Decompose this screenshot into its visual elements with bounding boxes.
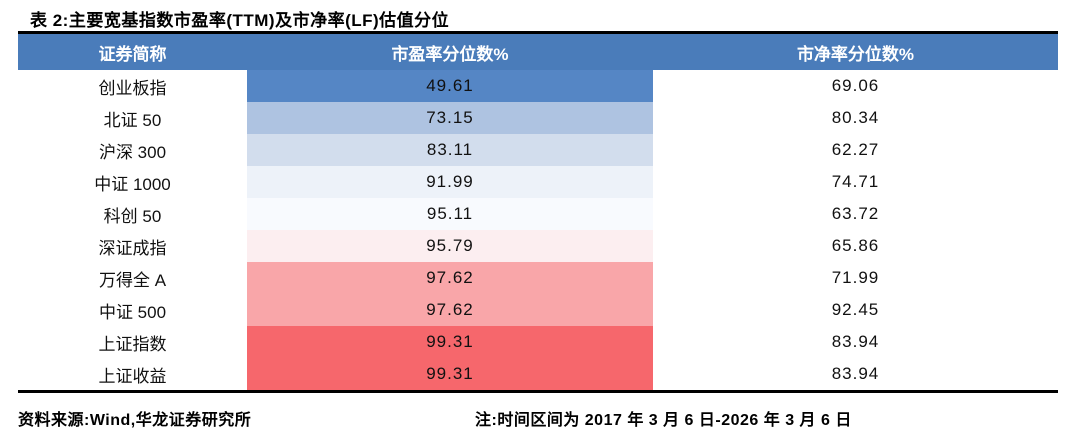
table-row: 科创 50 95.11 63.72 [18, 198, 1058, 230]
security-name-cell: 创业板指 [98, 78, 167, 98]
security-name-cell: 中证 1000 [94, 174, 171, 194]
header-cell-pe-percentile: 市盈率分位数% [391, 44, 509, 64]
pb-percentile-cell: 69.06 [831, 76, 880, 95]
table-row: 深证成指 95.79 65.86 [18, 230, 1058, 262]
table-row: 中证 1000 91.99 74.71 [18, 166, 1058, 198]
table-row: 万得全 A 97.62 71.99 [18, 262, 1058, 294]
header-cell-pb-percentile: 市净率分位数% [796, 44, 915, 64]
security-name-cell: 深证成指 [98, 238, 167, 258]
security-name-cell: 科创 50 [103, 206, 162, 226]
table-row: 上证收益 99.31 83.94 [18, 358, 1058, 390]
table-row: 上证指数 99.31 83.94 [18, 326, 1058, 358]
table-footer: 资料来源:Wind,华龙证券研究所 注:时间区间为 2017 年 3 月 6 日… [18, 402, 1062, 430]
pb-percentile-cell: 92.45 [831, 300, 880, 319]
header-cell-security-name: 证券简称 [98, 44, 167, 64]
pb-percentile-cell: 83.94 [831, 332, 880, 351]
valuation-table: 证券简称 市盈率分位数% 市净率分位数% 创业板指 49.61 69.06 北证 50… [18, 31, 1058, 393]
pb-percentile-cell: 65.86 [831, 236, 880, 255]
pe-percentile-cell: 49.61 [247, 70, 653, 102]
table-header-row: 证券简称 市盈率分位数% 市净率分位数% [18, 34, 1058, 70]
table-row: 北证 50 73.15 80.34 [18, 102, 1058, 134]
table-row: 中证 500 97.62 92.45 [18, 294, 1058, 326]
table-row: 创业板指 49.61 69.06 [18, 70, 1058, 102]
pe-percentile-cell: 99.31 [247, 358, 653, 390]
pe-percentile-cell: 83.11 [247, 134, 653, 166]
security-name-cell: 上证指数 [98, 334, 167, 354]
pe-percentile-cell: 91.99 [247, 166, 653, 198]
pe-percentile-cell: 95.79 [247, 230, 653, 262]
footnote-text: 注:时间区间为 2017 年 3 月 6 日-2026 年 3 月 6 日 [475, 412, 852, 429]
pe-percentile-cell: 97.62 [247, 262, 653, 294]
pe-percentile-cell: 73.15 [247, 102, 653, 134]
pe-percentile-cell: 97.62 [247, 294, 653, 326]
data-source-text: 资料来源:Wind,华龙证券研究所 [18, 412, 252, 429]
pe-percentile-cell: 95.11 [247, 198, 653, 230]
pb-percentile-cell: 71.99 [831, 268, 880, 287]
security-name-cell: 沪深 300 [98, 142, 167, 162]
table-row: 沪深 300 83.11 62.27 [18, 134, 1058, 166]
security-name-cell: 上证收益 [98, 366, 167, 386]
pb-percentile-cell: 74.71 [831, 172, 880, 191]
pb-percentile-cell: 80.34 [831, 108, 880, 127]
table-title: 表 2:主要宽基指数市盈率(TTM)及市净率(LF)估值分位 [30, 11, 450, 30]
pb-percentile-cell: 83.94 [831, 364, 880, 383]
security-name-cell: 中证 500 [98, 302, 167, 322]
pb-percentile-cell: 62.27 [831, 140, 880, 159]
pe-percentile-cell: 99.31 [247, 326, 653, 358]
table-body: 创业板指 49.61 69.06 北证 50 73.15 80.34 沪深 300 83.11… [18, 70, 1058, 390]
security-name-cell: 万得全 A [98, 270, 167, 290]
security-name-cell: 北证 50 [103, 110, 162, 130]
pb-percentile-cell: 63.72 [831, 204, 880, 223]
